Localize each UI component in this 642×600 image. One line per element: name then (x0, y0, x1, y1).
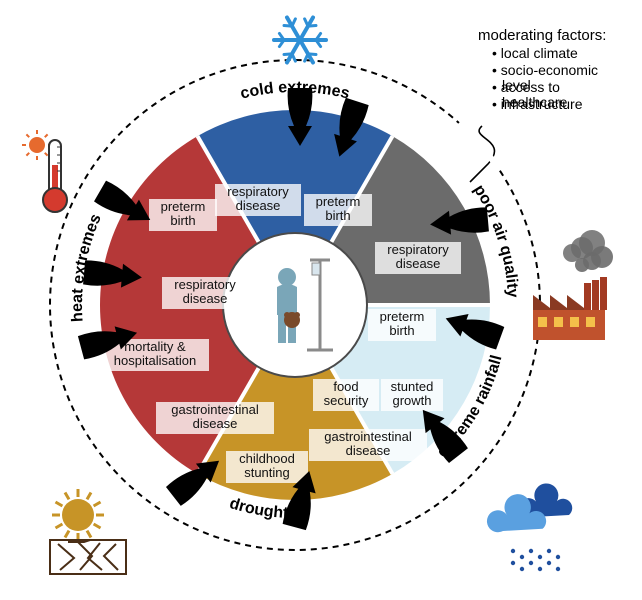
rain-cloud-icon (487, 483, 572, 571)
outcome-text: stuntedgrowth (391, 379, 434, 408)
snowflake-icon (274, 17, 326, 62)
outcome-text: respiratorydisease (227, 184, 289, 213)
climate-health-wheel: respiratorydiseasepretermbirthrespirator… (0, 0, 642, 600)
thermometer-icon (22, 130, 67, 212)
outcome-text: respiratorydisease (387, 242, 449, 271)
moderating-item: • access to (492, 79, 560, 95)
moderating-item: • socio-economic (492, 62, 598, 78)
outcome-text: respiratorydisease (174, 277, 236, 306)
moderating-factors: moderating factors:• local climate• soci… (459, 27, 606, 182)
moderating-title: moderating factors: (478, 27, 606, 44)
sun-drought-icon (50, 489, 126, 574)
factory-icon (533, 230, 613, 340)
outcome-text: childhoodstunting (239, 451, 295, 480)
moderating-item: • local climate (492, 45, 578, 61)
moderating-item: • infrastructure (492, 96, 583, 112)
